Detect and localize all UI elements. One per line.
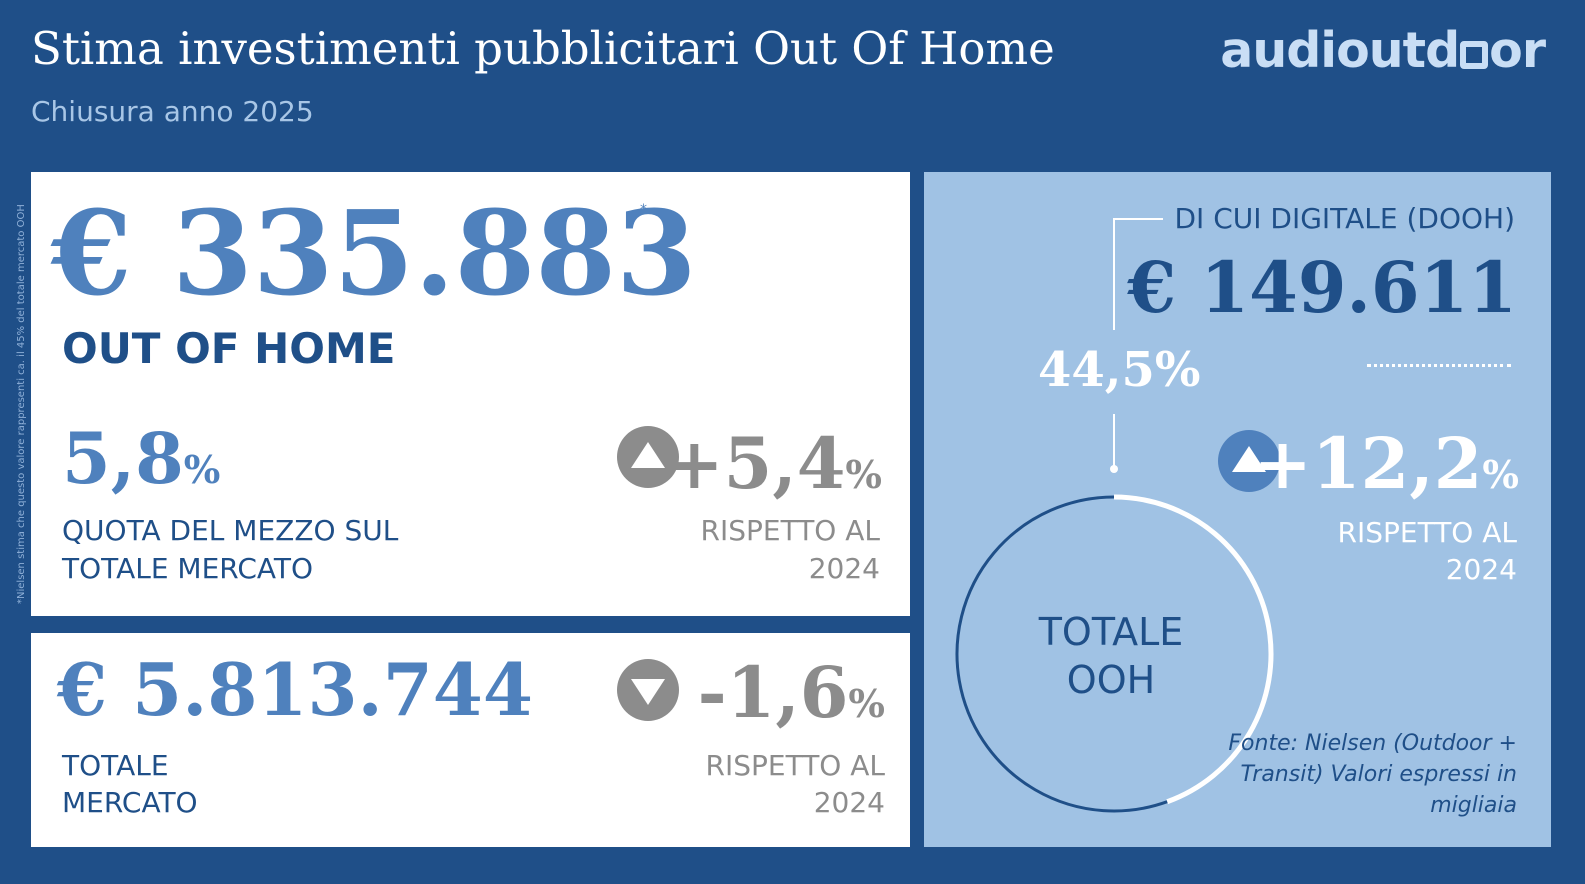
total-market-change: -1,6% <box>698 651 885 734</box>
dooh-change-unit: % <box>1482 453 1519 498</box>
ooh-value: € 335.883 <box>51 186 697 322</box>
logo-text-start: audioutd <box>1220 22 1460 79</box>
donut-slice-dooh <box>1113 494 1274 805</box>
total-market-value: € 5.813.744 <box>57 647 533 732</box>
logo-text-end: or <box>1489 22 1546 79</box>
dooh-value: € 149.611 <box>1127 246 1517 329</box>
share-label: QUOTA DEL MEZZO SUL TOTALE MERCATO <box>62 514 399 585</box>
dooh-change: +12,2% <box>1253 422 1519 505</box>
logo-square-icon <box>1460 41 1489 69</box>
total-market-panel: € 5.813.744 TOTALE MERCATO -1,6% RISPETT… <box>31 633 910 847</box>
dooh-label: DI CUI DIGITALE (DOOH) <box>1174 202 1515 235</box>
ooh-change-number: +5,4 <box>664 422 846 505</box>
donut-slices <box>955 494 1274 813</box>
triangle-down-icon <box>617 659 679 721</box>
dooh-panel: DI CUI DIGITALE (DOOH) € 149.611 44,5% +… <box>924 172 1551 847</box>
total-market-change-label: RISPETTO AL 2024 <box>705 749 885 819</box>
triangle-up-icon <box>617 426 679 488</box>
ooh-change-unit: % <box>845 453 882 498</box>
donut-slice-other <box>955 495 1168 813</box>
share-number: 5,8 <box>62 417 184 500</box>
total-change-unit: % <box>848 682 885 727</box>
ooh-label: OUT OF HOME <box>62 324 396 373</box>
page-subtitle: Chiusura anno 2025 <box>31 95 314 128</box>
donut-center-label: TOTALE OOH <box>1038 610 1184 702</box>
total-change-number: -1,6 <box>697 651 849 734</box>
dooh-share-label: 44,5% <box>1038 342 1201 398</box>
ooh-panel: € 335.883 * OUT OF HOME 5,8% QUOTA DEL M… <box>31 172 910 616</box>
ooh-change: +5,4% <box>665 422 882 505</box>
page-title: Stima investimenti pubblicitari Out Of H… <box>31 22 1055 75</box>
audioutdoor-logo: audioutd or <box>1220 22 1546 79</box>
ooh-change-label: RISPETTO AL 2024 <box>700 514 880 585</box>
connector-dot <box>1110 465 1118 473</box>
dotted-divider <box>1367 364 1511 367</box>
share-unit: % <box>183 448 221 493</box>
source-note: Fonte: Nielsen (Outdoor + Transit) Valor… <box>1228 731 1517 818</box>
connector-line-top <box>1113 218 1163 330</box>
ooh-asterisk: * <box>640 202 647 218</box>
total-market-label: TOTALE MERCATO <box>62 749 198 819</box>
donut-chart <box>955 218 1274 813</box>
footnote-vertical: *Nielsen stima che questo valore rappres… <box>16 204 27 604</box>
share-value: 5,8% <box>62 417 220 500</box>
dooh-change-number: +12,2 <box>1253 422 1483 505</box>
triangle-up-icon <box>1218 430 1280 492</box>
dooh-change-label: RISPETTO AL 2024 <box>1337 516 1517 586</box>
